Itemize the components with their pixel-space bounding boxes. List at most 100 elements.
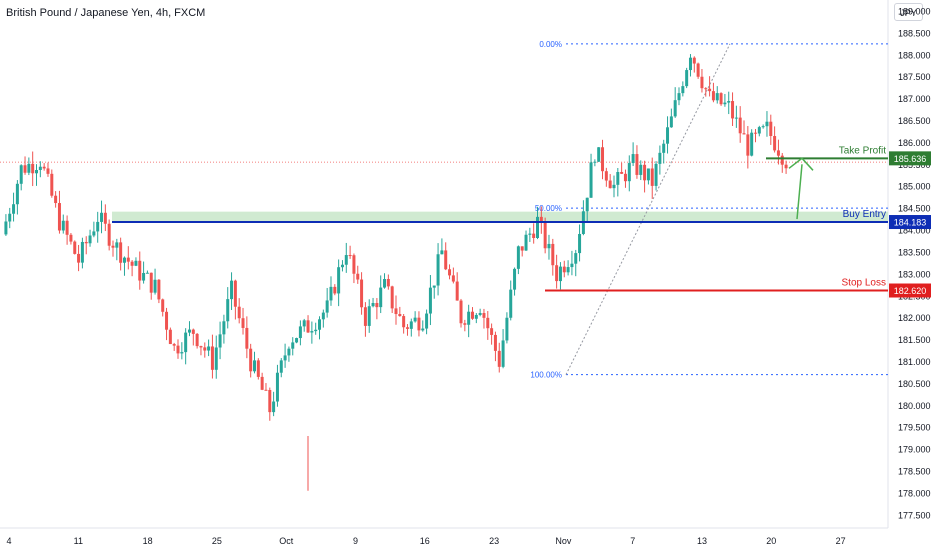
y-tick-label: 179.000 (898, 445, 931, 455)
candle-body (279, 360, 283, 373)
y-tick-label: 187.500 (898, 72, 931, 82)
candle-body (547, 243, 551, 249)
candle-body (470, 311, 474, 319)
candle-body (394, 308, 398, 315)
candle-body (612, 184, 616, 189)
candle-body (252, 360, 256, 372)
candle-body (295, 338, 299, 343)
candle-body (203, 347, 207, 351)
x-tick-label: 4 (6, 536, 11, 546)
candle-body (409, 321, 413, 329)
candle-body (298, 326, 302, 339)
candle-body (31, 163, 35, 174)
y-tick-label: 182.000 (898, 313, 931, 323)
candle-body (15, 183, 19, 205)
stop-loss-price-text: 182.620 (894, 286, 927, 296)
candle-body (551, 243, 555, 266)
candle-body (214, 347, 218, 370)
candle-body (260, 376, 264, 390)
stop-loss-label: Stop Loss (842, 278, 886, 289)
candle-body (593, 161, 597, 163)
candle-body (493, 334, 497, 351)
y-tick-label: 183.000 (898, 269, 931, 279)
candle-body (696, 63, 700, 77)
candle-body (589, 162, 593, 198)
candle-body (669, 116, 673, 128)
take-profit-price-tag (889, 151, 931, 166)
candle-body (440, 250, 444, 255)
candle-body (681, 86, 685, 94)
candle-body (727, 101, 731, 103)
candle-body (524, 234, 528, 251)
candle-body (230, 280, 234, 300)
entry-zone (112, 211, 888, 223)
candle-body (604, 171, 608, 181)
fib-level-label: 100.00% (530, 371, 562, 380)
candle-body (784, 164, 788, 169)
candle-body (677, 93, 681, 101)
candle-body (69, 234, 73, 242)
candle-body (176, 345, 180, 354)
candle-body (688, 57, 692, 71)
candle-body (226, 299, 230, 322)
y-tick-label: 181.000 (898, 357, 931, 367)
candle-body (283, 355, 287, 361)
candle-body (291, 342, 295, 349)
y-tick-label: 177.500 (898, 510, 931, 520)
candle-body (585, 197, 589, 212)
candle-body (558, 266, 562, 282)
candle-body (513, 268, 517, 290)
candle-body (570, 263, 574, 268)
candle-body (107, 223, 111, 246)
candle-body (753, 132, 757, 134)
y-tick-label: 188.500 (898, 28, 931, 38)
candle-body (180, 352, 184, 354)
candle-body (463, 323, 467, 325)
candle-body (708, 88, 712, 92)
currency-button[interactable]: JPY (894, 3, 923, 21)
candle-body (325, 300, 329, 313)
candle-body (536, 216, 540, 239)
candle-body (100, 212, 104, 222)
candle-body (780, 155, 784, 165)
candle-body (218, 334, 222, 348)
y-tick-label: 189.000 (898, 6, 931, 16)
candle-body (268, 389, 272, 413)
candle-body (497, 350, 501, 367)
stop-loss-price-tag (889, 283, 931, 298)
fib-level-label: 0.00% (539, 40, 562, 49)
candle-body (360, 279, 364, 308)
candle-body (405, 327, 409, 329)
candle-body (122, 257, 126, 263)
candle-body (673, 100, 677, 117)
candle-body (383, 279, 387, 288)
candle-body (417, 317, 421, 331)
candle-body (516, 246, 520, 269)
candle-body (734, 117, 738, 119)
candle-body (643, 164, 647, 181)
candle-body (597, 147, 601, 162)
x-tick-label: 13 (697, 536, 707, 546)
candle-body (562, 266, 566, 273)
candle-body (386, 279, 390, 287)
candle-body (237, 306, 241, 319)
candle-body (46, 168, 50, 174)
candle-body (12, 204, 16, 214)
candle-body (4, 221, 8, 235)
candle-body (532, 233, 536, 239)
take-profit-price-text: 185.636 (894, 154, 927, 164)
x-tick-label: 18 (143, 536, 153, 546)
candle-body (96, 221, 100, 232)
x-tick-label: 20 (766, 536, 776, 546)
candle-body (348, 255, 352, 257)
candle-body (616, 171, 620, 185)
x-tick-label: 16 (420, 536, 430, 546)
y-tick-label: 181.500 (898, 335, 931, 345)
candle-body (432, 285, 436, 288)
candle-body (650, 168, 654, 186)
candle-body (639, 164, 643, 175)
candle-body (608, 180, 612, 189)
candle-body (467, 311, 471, 325)
y-tick-label: 186.500 (898, 116, 931, 126)
